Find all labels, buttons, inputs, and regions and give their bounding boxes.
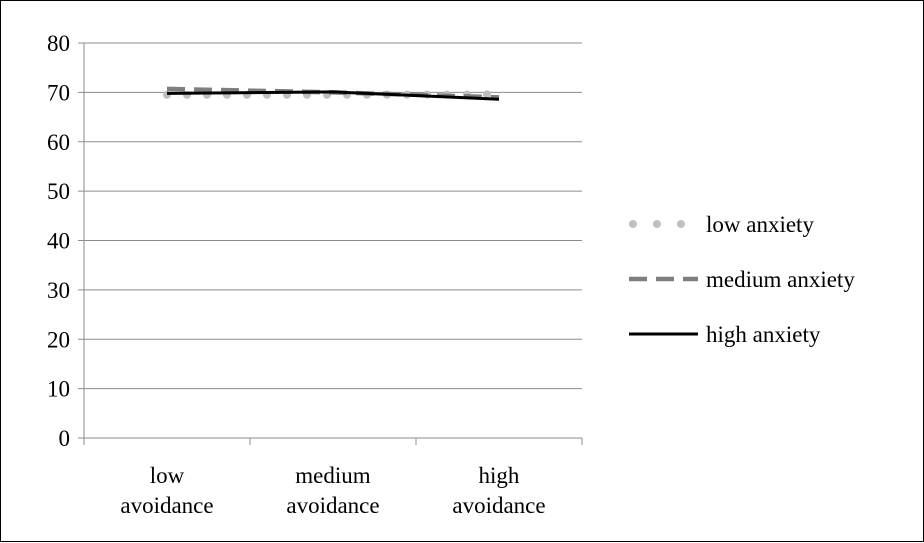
y-tick-label: 40 [47,229,70,254]
y-tick-label: 50 [47,179,70,204]
x-category-label: high [479,463,520,488]
legend: low anxiety medium anxiety high anxiety [629,212,855,347]
x-category-label: avoidance [286,493,379,518]
y-tick-label: 10 [47,377,70,402]
y-tick-label: 60 [47,130,70,155]
x-category-label: avoidance [452,493,545,518]
y-tick-label: 80 [47,31,70,56]
y-tick-label: 20 [47,327,70,352]
legend-label: high anxiety [706,322,821,347]
y-tick-label: 70 [47,80,70,105]
y-axis-ticks: 0 10 20 30 40 50 60 70 80 [47,31,70,451]
x-category-label: low [150,463,185,488]
legend-label: low anxiety [706,212,814,237]
y-tick-label: 0 [59,426,71,451]
x-category-label: medium [295,463,370,488]
legend-label: medium anxiety [706,267,855,292]
gridlines [84,43,582,389]
y-tick-label: 30 [47,278,70,303]
x-axis-categories: low avoidance medium avoidance high avoidance [120,463,545,518]
axes [78,43,582,445]
series-lines [167,89,499,99]
x-category-label: avoidance [120,493,213,518]
